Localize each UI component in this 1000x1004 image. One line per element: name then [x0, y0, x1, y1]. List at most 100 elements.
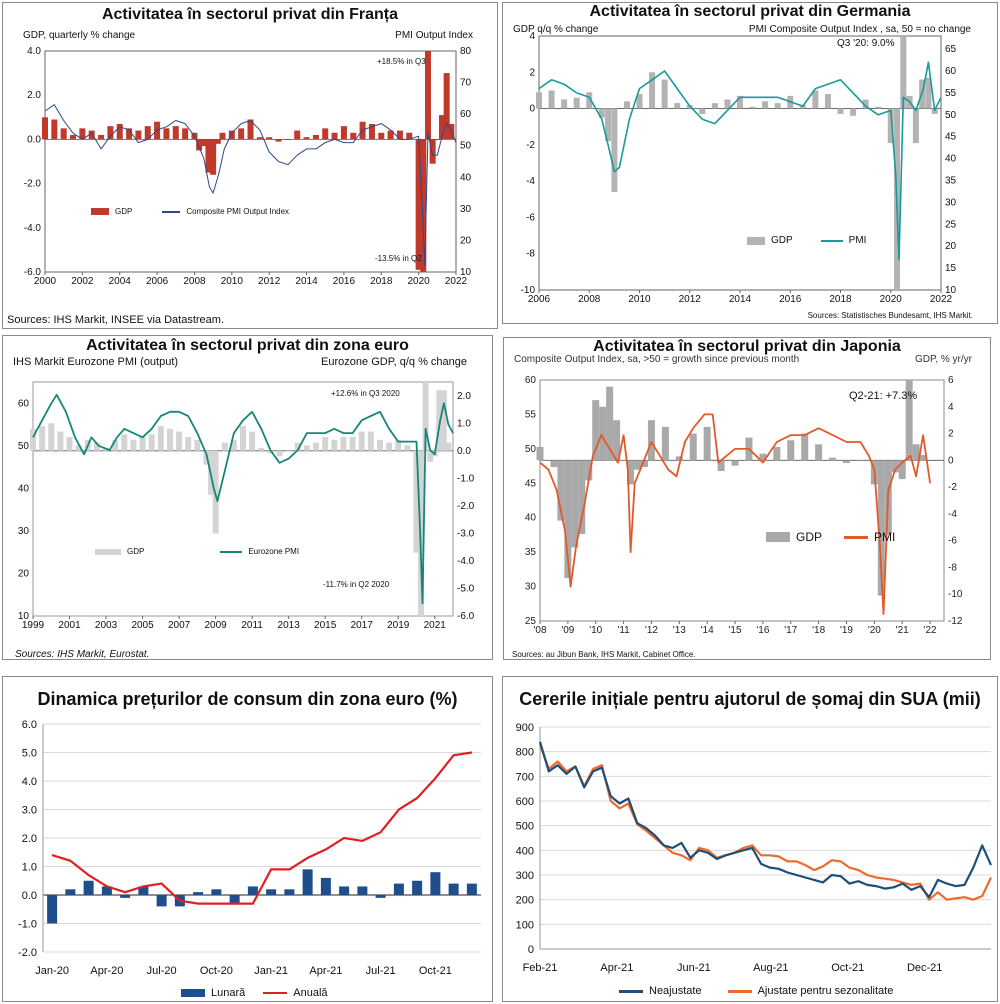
gdp-bar: [627, 460, 635, 485]
x-tick-label: 2005: [131, 620, 154, 631]
gdp-bar: [60, 128, 67, 140]
monthly-bar: [47, 895, 58, 924]
gdp-bar: [194, 439, 201, 451]
x-tick-label: 2002: [71, 276, 94, 287]
right-tick-label: -12: [948, 616, 963, 627]
monthly-bar: [375, 895, 386, 898]
gdp-bar: [925, 77, 932, 109]
right-tick-label: 20: [460, 235, 472, 246]
gdp-bar: [429, 139, 436, 164]
france-source: Sources: IHS Markit, INSEE via Datastrea…: [7, 314, 225, 326]
gdp-bar: [331, 439, 338, 451]
right-tick-label: 2.0: [457, 391, 471, 402]
gdp-bar: [107, 126, 114, 140]
gdp-bar: [611, 108, 618, 193]
gdp-bar: [586, 92, 593, 109]
y-tick-label: 6.0: [22, 719, 37, 731]
japan-right-axis-title: GDP, % yr/yr: [914, 354, 972, 365]
cpi-legend-monthly-label: Lunară: [211, 987, 246, 999]
gdp-bar: [605, 108, 612, 142]
claims-legend-nsa-label: Neajustate: [649, 985, 702, 997]
gdp-bar: [331, 132, 338, 140]
right-tick-label: 55: [945, 88, 957, 99]
gdp-bar: [536, 446, 544, 461]
right-tick-label: 60: [460, 109, 472, 120]
claims-legend-sa-label: Ajustate pentru sezonalitate: [757, 985, 894, 997]
x-tick-label: 2016: [333, 276, 356, 287]
x-tick-label: 2014: [295, 276, 318, 287]
right-tick-label: 50: [945, 110, 957, 121]
gdp-bar: [824, 94, 831, 109]
left-tick-label: 50: [525, 444, 537, 455]
monthly-bar: [83, 880, 94, 895]
gdp-bar: [200, 139, 207, 147]
germany-chart-panel: Activitatea în sectorul privat din Germa…: [502, 2, 998, 324]
gdp-bar: [48, 423, 55, 451]
gdp-bar: [675, 456, 683, 461]
gdp-bar: [135, 130, 142, 140]
gdp-bar: [415, 139, 422, 270]
cpi-legend-annual-label: Anuală: [293, 987, 328, 999]
monthly-bar: [448, 883, 459, 895]
gdp-bar: [774, 103, 781, 109]
gdp-bar: [266, 137, 273, 140]
gdp-bar: [438, 115, 445, 140]
gdp-bar: [75, 445, 82, 451]
x-tick-label: 2007: [168, 620, 191, 631]
right-tick-label: 10: [945, 285, 957, 296]
gdp-bar: [422, 382, 429, 451]
japan-chart-panel: Activitatea în sectorul privat din Japon…: [503, 337, 991, 660]
gdp-bar: [931, 108, 938, 115]
x-tick-label: 2012: [258, 276, 281, 287]
right-tick-label: 1.0: [457, 418, 471, 429]
claims-legend: Neajustate Ajustate pentru sezonalitate: [619, 985, 893, 997]
monthly-bar: [284, 889, 295, 895]
right-tick-label: 6: [948, 375, 954, 386]
x-tick-label: 2020: [880, 294, 903, 305]
left-tick-label: 40: [18, 483, 30, 494]
gdp-bar: [759, 453, 767, 461]
x-tick-label: '10: [589, 625, 602, 636]
plot-frame: [44, 50, 457, 273]
gdp-bar: [126, 128, 133, 140]
x-tick-label: Aug-21: [753, 962, 788, 974]
gdp-bar: [66, 437, 73, 451]
germany-right-axis-title: PMI Composite Output Index , sa, 50 = no…: [748, 24, 971, 35]
gdp-bar: [238, 128, 245, 140]
x-tick-label: 2019: [387, 620, 410, 631]
pmi-line: [44, 104, 457, 267]
x-tick-label: Jul-21: [366, 965, 396, 977]
gdp-bar: [350, 132, 357, 140]
y-tick-label: 900: [516, 722, 534, 734]
y-tick-label: 0: [528, 944, 534, 956]
x-tick-label: '12: [645, 625, 658, 636]
gdp-bar: [30, 428, 36, 451]
right-tick-label: 4: [948, 402, 954, 413]
x-tick-label: '18: [812, 625, 825, 636]
monthly-bar: [302, 869, 313, 895]
x-tick-label: Apr-21: [309, 965, 342, 977]
x-tick-label: 2011: [241, 620, 263, 631]
japan-chart-title: Activitatea în sectorul privat din Japon…: [593, 338, 901, 355]
gdp-bar: [875, 106, 882, 109]
left-tick-label: -2.0: [24, 179, 42, 190]
japan-legend-pmi-label: PMI: [874, 530, 896, 544]
gdp-bar: [424, 51, 431, 140]
gdp-bar: [636, 94, 643, 109]
gdp-bar: [221, 442, 228, 451]
right-tick-label: 30: [945, 197, 957, 208]
x-tick-label: 2009: [204, 620, 227, 631]
germany-legend-gdp-label: GDP: [771, 235, 793, 246]
y-tick-label: 400: [516, 845, 534, 857]
france-legend-pmi-swatch: [162, 210, 181, 213]
gdp-bar: [256, 137, 263, 140]
x-tick-label: 2018: [829, 294, 852, 305]
gdp-bar: [762, 101, 769, 109]
right-tick-label: -4.0: [457, 556, 475, 567]
gdp-bar: [230, 439, 237, 451]
x-tick-label: 2006: [528, 294, 551, 305]
right-tick-label: 50: [460, 141, 472, 152]
gdp-bar: [647, 420, 655, 461]
x-tick-label: '08: [533, 625, 546, 636]
x-tick-label: Jun-21: [677, 962, 711, 974]
